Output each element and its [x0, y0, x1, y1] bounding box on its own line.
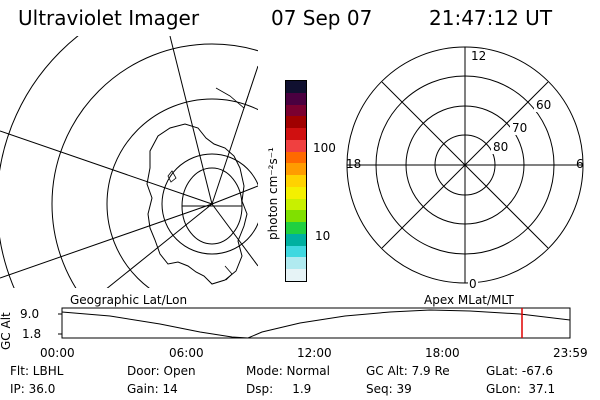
- colorbar-segment: [286, 128, 306, 140]
- colorbar-segment: [286, 116, 306, 129]
- colorbar-tick-10: 10: [315, 229, 331, 243]
- date-label: 07 Sep 07: [271, 6, 373, 30]
- colorbar-tick-100: 100: [313, 141, 336, 155]
- colorbar-segment: [286, 81, 306, 93]
- polar-mlat-mlt-plot: 12 0 18 6 60 70 80: [346, 46, 584, 291]
- colorbar-segment: [286, 175, 306, 187]
- time-tick-0600: 06:00: [169, 346, 204, 360]
- gc-alt-info: GC Alt: 7.9 Re: [366, 364, 450, 378]
- time-tick-2359: 23:59: [553, 346, 588, 360]
- geographic-map: [0, 36, 258, 288]
- lat-label-60: 60: [536, 98, 551, 112]
- colorbar-unit-label: photon cm⁻²s⁻¹: [266, 147, 280, 240]
- colorbar-segment: [286, 151, 306, 164]
- mlt-label-6: 6: [576, 157, 584, 171]
- colorbar-segment: [286, 163, 306, 176]
- mlt-label-18: 18: [346, 157, 361, 171]
- colorbar-segment: [286, 104, 306, 117]
- time-tick-1200: 12:00: [297, 346, 332, 360]
- altitude-ytick-min: 1.8: [22, 327, 41, 341]
- colorbar-segment: [286, 269, 306, 282]
- colorbar-segment: [286, 257, 306, 270]
- altitude-plot: 9.0 1.8 GC Alt 00:00 06:00 12:00 18:00 2…: [0, 307, 588, 360]
- apex-coords-label: Apex MLat/MLT: [424, 293, 514, 307]
- seq-info: Seq: 39: [366, 382, 412, 396]
- colorbar-segment: [286, 139, 306, 152]
- mode-info: Mode: Normal: [246, 364, 330, 378]
- colorbar-segment: [286, 245, 306, 258]
- color-scale-bar: [285, 80, 307, 282]
- instrument-title: Ultraviolet Imager: [18, 6, 200, 30]
- colorbar-segment: [286, 198, 306, 211]
- lat-label-70: 70: [512, 121, 527, 135]
- colorbar-segment: [286, 186, 306, 199]
- ip-info: IP: 36.0: [10, 382, 56, 396]
- time-label: 21:47:12 UT: [429, 6, 553, 30]
- mlt-label-12: 12: [471, 49, 486, 63]
- altitude-ylabel: GC Alt: [0, 312, 13, 350]
- dsp-info: Dsp: 1.9: [246, 382, 312, 396]
- filter-info: Flt: LBHL: [10, 364, 64, 378]
- altitude-ytick-max: 9.0: [20, 307, 39, 321]
- glat-info: GLat: -67.6: [486, 364, 553, 378]
- time-tick-1800: 18:00: [425, 346, 460, 360]
- door-info: Door: Open: [127, 364, 196, 378]
- lat-label-80: 80: [493, 140, 508, 154]
- colorbar-segment: [286, 210, 306, 223]
- gain-info: Gain: 14: [127, 382, 178, 396]
- glon-info: GLon: 37.1: [486, 382, 556, 396]
- colorbar-segment: [286, 92, 306, 105]
- colorbar-segment: [286, 233, 306, 246]
- colorbar-segment: [286, 222, 306, 234]
- mlt-label-0: 0: [469, 277, 477, 291]
- time-tick-0000: 00:00: [40, 346, 75, 360]
- geographic-coords-label: Geographic Lat/Lon: [70, 293, 188, 307]
